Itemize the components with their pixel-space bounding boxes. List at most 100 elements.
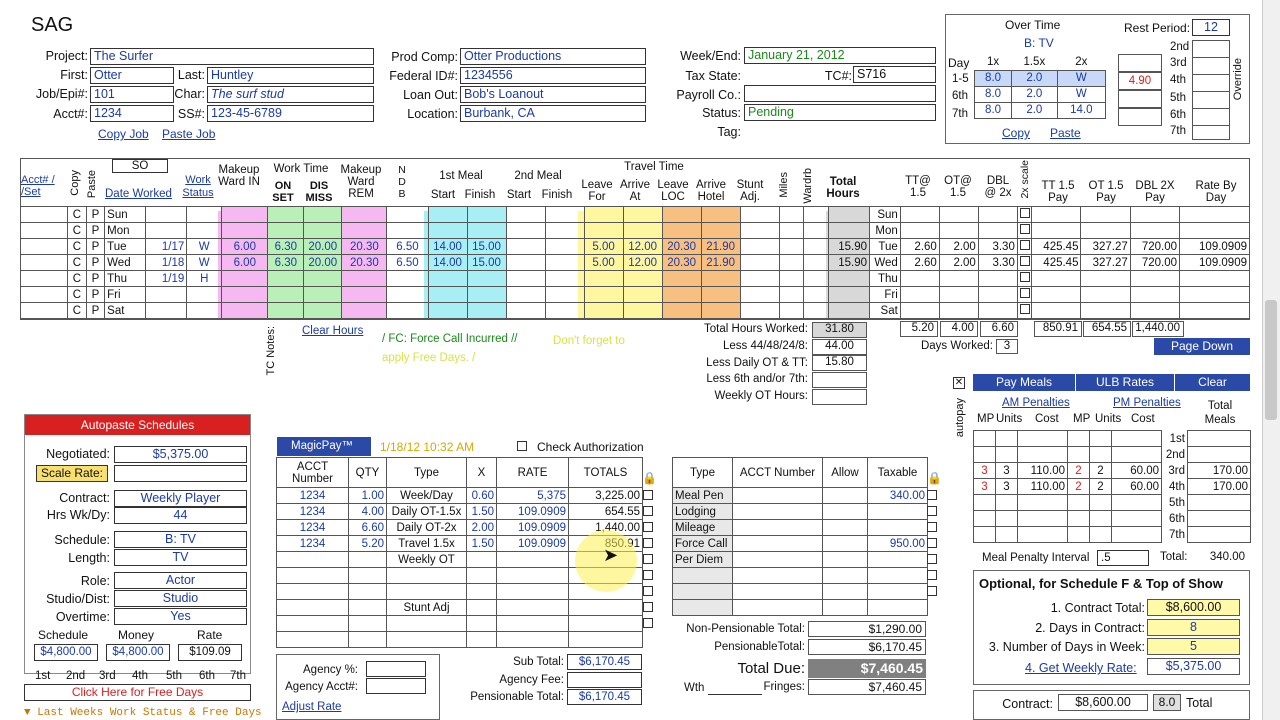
allow-acct[interactable] [732,519,823,536]
grid-cell[interactable] [544,270,585,287]
meal-cell[interactable]: 3 [973,462,996,479]
allow-taxable[interactable]: 340.00 [867,487,928,504]
magicpay-cell[interactable]: 2.00 [466,519,497,536]
allow-acct[interactable] [732,535,823,552]
grid-cell[interactable] [700,222,741,239]
meal-cell[interactable] [1111,446,1162,463]
grid-cell[interactable] [977,286,1018,303]
grid-cell[interactable] [1129,286,1181,303]
grid-cell[interactable] [186,286,223,303]
grid-cell[interactable] [386,286,429,303]
magicpay-cell[interactable] [466,583,497,600]
magicpay-cell[interactable]: 1.50 [466,503,497,520]
grid-cell[interactable]: 2.60 [899,238,940,255]
ot-extra-cell[interactable] [1118,108,1162,126]
copy-toggle[interactable]: C [67,302,87,319]
grid-cell[interactable]: 2.60 [899,254,940,271]
magicpay-cell[interactable] [276,599,349,616]
grid-cell[interactable] [938,286,979,303]
paste-toggle[interactable]: P [85,206,106,223]
grid-cell[interactable] [145,206,188,223]
allow-allow[interactable] [822,599,868,616]
paste-toggle[interactable]: P [85,302,106,319]
grid-cell[interactable] [778,206,805,223]
wth-field[interactable] [708,694,762,695]
grid-cell[interactable] [341,222,388,239]
grid-cell[interactable]: 20.30 [341,254,388,271]
opt-days-contract-value[interactable]: 8 [1147,619,1240,636]
grid-cell[interactable] [267,286,305,303]
magicpay-cell[interactable]: 0.60 [466,487,497,504]
meal-cell[interactable]: 110.00 [1017,462,1068,479]
meal-cell[interactable]: 3 [995,478,1018,495]
grid-cell[interactable]: Wed [869,254,901,271]
2x-scale-checkbox[interactable] [1019,208,1030,218]
grid-cell[interactable]: W [186,254,223,271]
copy-toggle[interactable]: C [67,238,87,255]
grid-cell[interactable] [221,206,269,223]
grid-cell[interactable] [899,302,940,319]
work-status-header[interactable]: Work Status [182,174,214,199]
grid-cell[interactable] [739,286,780,303]
grid-cell[interactable] [661,222,702,239]
grid-cell[interactable] [544,238,585,255]
paste-toggle[interactable]: P [85,238,106,255]
grid-cell[interactable] [303,206,343,223]
lock-icon[interactable]: 🔒 [642,471,657,485]
allow-taxable[interactable] [867,583,928,600]
magicpay-cell[interactable] [466,615,497,632]
2x-scale-checkbox[interactable] [1019,240,1030,250]
meal-cell[interactable] [1017,510,1068,527]
grid-cell[interactable] [427,286,468,303]
status-field[interactable]: Pending [744,104,936,121]
federal-field[interactable]: 1234556 [460,67,646,84]
grid-cell[interactable] [583,206,624,223]
acct-set-header[interactable]: Acct# / /Set [21,174,55,198]
overtime-field[interactable]: Yes [114,608,247,625]
allow-allow[interactable] [822,535,868,552]
magicpay-cell[interactable] [496,583,569,600]
magicpay-cell[interactable]: 1234 [276,535,349,552]
meal-cell[interactable] [1089,494,1112,511]
grid-cell[interactable]: 720.00 [1129,254,1181,271]
grid-cell[interactable] [1080,206,1131,223]
magicpay-cell[interactable] [496,615,569,632]
grid-cell[interactable]: 109.0909 [1179,238,1250,255]
grid-cell[interactable] [778,286,805,303]
ot-cell[interactable]: 14.0 [1056,101,1107,119]
allow-allow[interactable] [822,503,868,520]
grid-cell[interactable] [827,222,871,239]
grid-cell[interactable] [221,286,269,303]
grid-cell[interactable] [341,206,388,223]
ot-extra-cell[interactable] [1118,54,1162,72]
grid-cell[interactable] [1129,302,1181,319]
ot-extra-cell[interactable] [1118,90,1162,108]
grid-cell[interactable] [466,302,507,319]
clear-meals-button[interactable]: Clear [1175,374,1250,391]
allow-acct[interactable] [732,599,823,616]
magicpay-cell[interactable] [496,567,569,584]
meal-cell[interactable] [1017,446,1068,463]
magicpay-cell[interactable]: 109.0909 [496,519,569,536]
check-auth-checkbox[interactable] [517,440,527,454]
grid-cell[interactable] [583,302,624,319]
grid-cell[interactable] [622,206,663,223]
meal-cell[interactable] [1111,494,1162,511]
paste-toggle[interactable]: P [85,254,106,271]
grid-cell[interactable] [341,302,388,319]
ot-cell[interactable]: 8.0 [973,69,1013,87]
grid-cell[interactable] [303,286,343,303]
magicpay-cell[interactable] [568,615,643,632]
grid-cell[interactable] [386,222,429,239]
grid-cell[interactable] [1179,286,1250,303]
allow-allow[interactable] [822,567,868,584]
grid-cell[interactable] [739,270,780,287]
grid-cell[interactable] [221,222,269,239]
paste-job-link[interactable]: Paste Job [162,127,216,141]
grid-cell[interactable] [1080,302,1131,319]
grid-cell[interactable] [899,270,940,287]
2x-scale-checkbox[interactable] [1019,304,1030,314]
allow-acct[interactable] [732,551,823,568]
grid-cell[interactable] [427,302,468,319]
grid-cell[interactable] [739,206,780,223]
